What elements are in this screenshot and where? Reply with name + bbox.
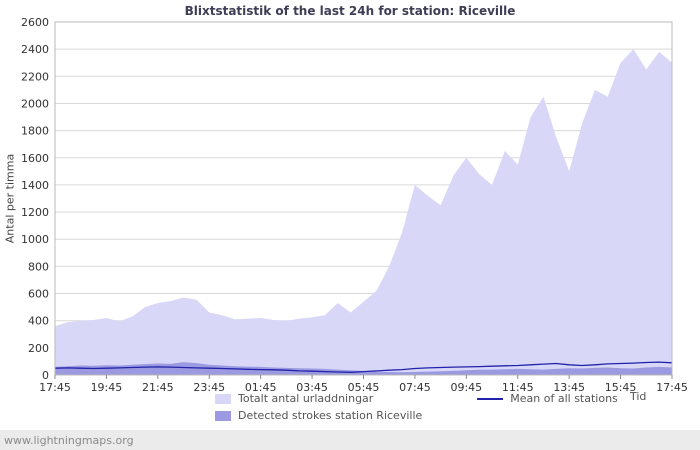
legend-label-station: Detected strokes station Riceville xyxy=(238,409,423,422)
area-series-0 xyxy=(55,49,672,375)
station-strokes-swatch xyxy=(215,410,231,421)
legend-label-total: Totalt antal urladdningar xyxy=(238,392,374,405)
area-series-1 xyxy=(55,362,672,375)
watermark-bar: www.lightningmaps.org xyxy=(0,430,700,450)
x-tick-label: 23:45 xyxy=(193,381,225,394)
y-tick-label: 1800 xyxy=(21,125,49,138)
x-tick-label: 17:45 xyxy=(39,381,71,394)
legend-area-column: Totalt antal urladdningar Detected strok… xyxy=(215,392,422,422)
x-tick-label: 19:45 xyxy=(91,381,123,394)
y-tick-label: 400 xyxy=(28,315,49,328)
line-series-2 xyxy=(54,361,673,373)
x-axis-label: Tid xyxy=(630,390,647,403)
mean-line-swatch xyxy=(477,397,504,400)
legend-item-station: Detected strokes station Riceville xyxy=(215,409,422,422)
legend: Totalt antal urladdningar Detected strok… xyxy=(215,392,618,422)
x-tick-label: 09:45 xyxy=(450,381,482,394)
y-tick-label: 200 xyxy=(28,342,49,355)
x-tick-label: 13:45 xyxy=(553,381,585,394)
legend-label-mean: Mean of all stations xyxy=(510,392,618,405)
watermark-link[interactable]: www.lightningmaps.org xyxy=(4,433,134,447)
x-tick-label: 03:45 xyxy=(296,381,328,394)
chart-title: Blixtstatistik of the last 24h for stati… xyxy=(184,4,516,18)
legend-item-mean: Mean of all stations xyxy=(477,392,618,405)
x-tick-label: 21:45 xyxy=(142,381,174,394)
x-tick-label: 11:45 xyxy=(502,381,534,394)
y-tick-label: 600 xyxy=(28,288,49,301)
y-tick-label: 2000 xyxy=(21,97,49,110)
legend-line-column: Mean of all stations xyxy=(477,392,618,405)
x-tick-label: 07:45 xyxy=(399,381,431,394)
x-tick-label: 01:45 xyxy=(245,381,277,394)
x-tick-label: 05:45 xyxy=(348,381,380,394)
y-tick-label: 1600 xyxy=(21,152,49,165)
y-tick-label: 2200 xyxy=(21,70,49,83)
y-tick-label: 1000 xyxy=(21,233,49,246)
y-tick-label: 2400 xyxy=(21,43,49,56)
y-tick-label: 2600 xyxy=(21,16,49,29)
x-tick-label: 15:45 xyxy=(605,381,637,394)
x-tick-label: 17:45 xyxy=(656,381,688,394)
y-tick-label: 1200 xyxy=(21,206,49,219)
legend-item-total: Totalt antal urladdningar xyxy=(215,392,422,405)
total-strokes-swatch xyxy=(215,393,231,404)
y-tick-label: 0 xyxy=(42,369,49,382)
y-tick-label: 800 xyxy=(28,260,49,273)
y-tick-label: 1400 xyxy=(21,179,49,192)
